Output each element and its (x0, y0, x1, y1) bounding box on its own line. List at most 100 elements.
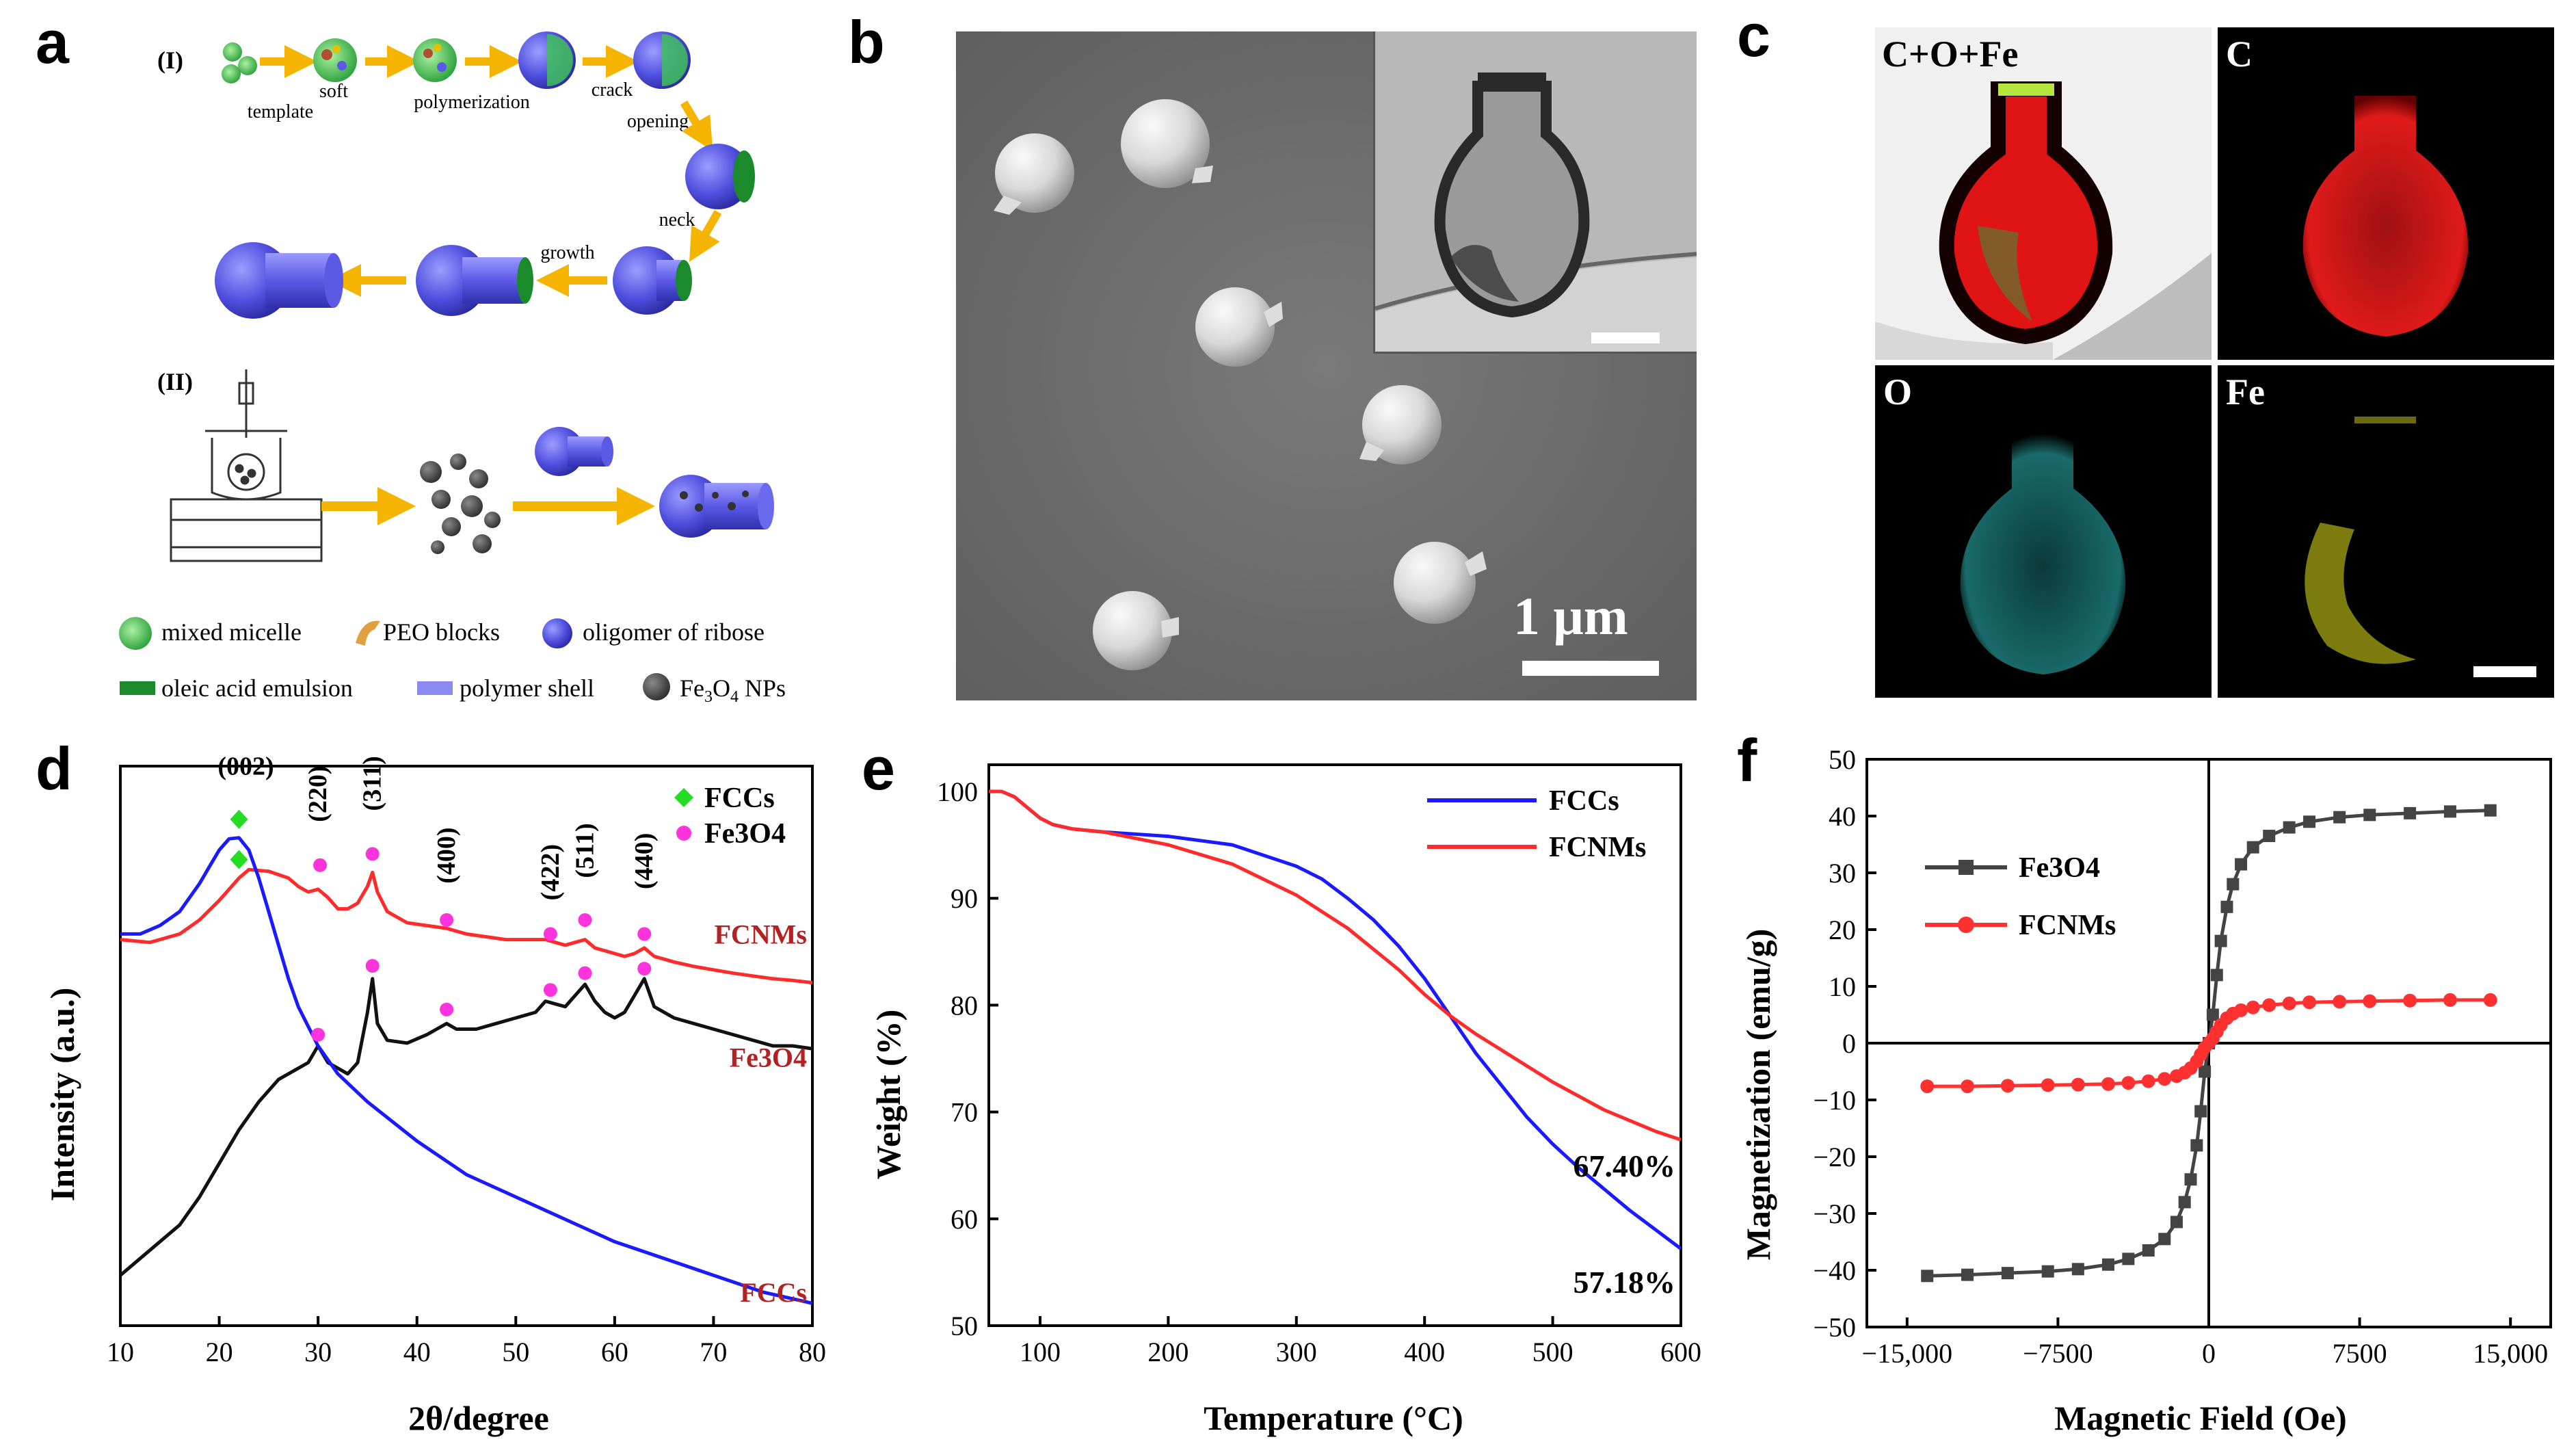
eds-tile-combined: C+O+Fe (1875, 27, 2212, 360)
xrd-series-fccs (120, 836, 813, 1305)
vsm-x-tick-label: 0 (2202, 1338, 2216, 1369)
xrd-x-tick-label: 60 (601, 1337, 628, 1367)
vsm-point-fe3o4 (2071, 1263, 2084, 1276)
tga-x-tick-label: 500 (1532, 1337, 1574, 1367)
tga-legend: FCCs FCNMs (1427, 785, 1646, 863)
vsm-point-fcnms (1920, 1079, 1935, 1094)
vsm-y-tick-label: −10 (1813, 1085, 1856, 1116)
cracked-sphere (633, 31, 691, 89)
legend-polymer-shell: polymer shell (460, 674, 594, 702)
vsm-point-fcnms (2363, 994, 2377, 1008)
vsm-point-fe3o4 (2246, 841, 2259, 854)
vsm-y-tick-label: 30 (1829, 858, 1856, 889)
legend-mixed-micelle: mixed micelle (161, 618, 302, 646)
tga-x-tick-label: 600 (1660, 1337, 1701, 1367)
tga-y-tick-label: 60 (951, 1204, 978, 1235)
vsm-point-fe3o4 (2122, 1252, 2135, 1265)
eds-combined-label: C+O+Fe (1882, 34, 2019, 75)
vsm-y-tick-label: 0 (1842, 1028, 1856, 1059)
legend-oligomer: oligomer of ribose (583, 618, 765, 646)
vsm-point-fe3o4 (2404, 806, 2417, 819)
arrow (680, 100, 713, 151)
vsm-point-fe3o4 (2263, 830, 2276, 843)
vsm-point-fe3o4 (2206, 1008, 2219, 1021)
tga-y-tick-label: 90 (951, 883, 978, 914)
tga-legend-fccs: FCCs (1549, 785, 1619, 817)
xrd-series-fcnms (120, 867, 813, 985)
xrd-marker-fe3o4 (365, 959, 380, 973)
tga-y-tick-label: 70 (951, 1097, 978, 1128)
vsm-y-tick-label: 10 (1829, 971, 1856, 1002)
xrd-peak-label: (220) (304, 765, 332, 822)
step-template-label: template (248, 101, 313, 122)
growing-flask (416, 245, 533, 316)
step-neck-label: neck (659, 209, 695, 231)
legend-peo-blocks: PEO blocks (383, 618, 500, 646)
xrd-x-tick-label: 40 (403, 1337, 431, 1367)
xrd-x-tick-label: 50 (502, 1337, 529, 1367)
xrd-marker-fe3o4 (637, 927, 652, 941)
xrd-x-tick-label: 20 (206, 1337, 233, 1367)
vsm-point-fe3o4 (2235, 858, 2248, 871)
vsm-point-fe3o4 (2333, 811, 2346, 824)
step-growth-label: growth (540, 242, 594, 263)
opened-sphere (685, 144, 755, 209)
vsm-point-fe3o4 (2199, 1065, 2212, 1078)
xrd-marker-fe3o4 (578, 966, 592, 980)
vsm-point-fe3o4 (1921, 1270, 1934, 1283)
sem-scale-label: 1 μm (1513, 586, 1628, 646)
xrd-legend-fccs: FCCs (704, 783, 775, 814)
xrd-marker-fe3o4 (440, 913, 454, 927)
eds-tile-iron: Fe (2218, 365, 2554, 698)
xrd-peak-label: (422) (536, 844, 565, 900)
empty-flask (535, 427, 613, 476)
xrd-marker-fe3o4 (637, 962, 652, 976)
eds-tile-oxygen: O (1875, 365, 2212, 698)
eds-oxygen-label: O (1883, 371, 1913, 412)
vsm-point-fcnms (2282, 996, 2296, 1010)
xrd-x-tick-label: 10 (107, 1337, 134, 1367)
vsm-point-fcnms (2246, 1000, 2260, 1014)
sem-image: 1 μm (956, 31, 1697, 700)
panel-label-b: b (848, 8, 885, 76)
vsm-point-fe3o4 (2210, 969, 2223, 982)
xrd-x-tick-label: 70 (700, 1337, 727, 1367)
hotplate-apparatus (170, 369, 323, 562)
vsm-point-fe3o4 (2194, 1105, 2207, 1118)
sem-particle (1093, 591, 1179, 670)
vsm-point-fcnms (2483, 993, 2497, 1007)
vsm-point-fe3o4 (2484, 804, 2497, 817)
vsm-point-fcnms (2071, 1077, 2085, 1092)
vsm-point-fe3o4 (2142, 1244, 2155, 1257)
vsm-point-fcnms (2101, 1077, 2115, 1091)
sem-particle (1394, 542, 1487, 624)
xrd-peak-label: (511) (570, 823, 599, 878)
vsm-legend: Fe3O4 FCNMs (1925, 852, 2116, 941)
xrd-marker-fe3o4 (543, 983, 557, 997)
tga-series-fcnms (989, 789, 1682, 1142)
xrd-peak-label: (311) (358, 756, 387, 811)
step-soft-label: soft (319, 81, 348, 102)
section-I-label: (I) (157, 47, 183, 74)
schematic-diagram: (I) soft template polymerization crack o… (119, 31, 786, 706)
vsm-point-fe3o4 (2101, 1258, 2114, 1271)
xrd-marker-fe3o4 (578, 913, 592, 927)
vsm-point-fcnms (2041, 1078, 2055, 1092)
arrow (689, 210, 722, 262)
eds-carbon-label: C (2226, 34, 2253, 75)
vsm-y-axis-label: Magnetization (emu/g) (1739, 929, 1777, 1261)
section-II-label: (II) (157, 368, 193, 395)
neck-sphere (613, 246, 692, 315)
vsm-point-fe3o4 (2363, 809, 2376, 822)
vsm-y-tick-label: 20 (1829, 915, 1856, 945)
xrd-marker-fe3o4 (313, 858, 328, 872)
xrd-marker-fe3o4 (365, 847, 380, 861)
xrd-marker-fe3o4 (311, 1027, 326, 1042)
vsm-point-fe3o4 (2041, 1265, 2054, 1278)
vsm-point-fcnms (2234, 1003, 2248, 1017)
tga-annotation-fcnms: 67.40% (1574, 1148, 1676, 1183)
fe3o4-nanoparticles (420, 454, 501, 554)
vsm-x-tick-label: −15,000 (1862, 1338, 1953, 1369)
micelle-cluster (222, 42, 257, 83)
vsm-point-fe3o4 (2170, 1216, 2183, 1229)
